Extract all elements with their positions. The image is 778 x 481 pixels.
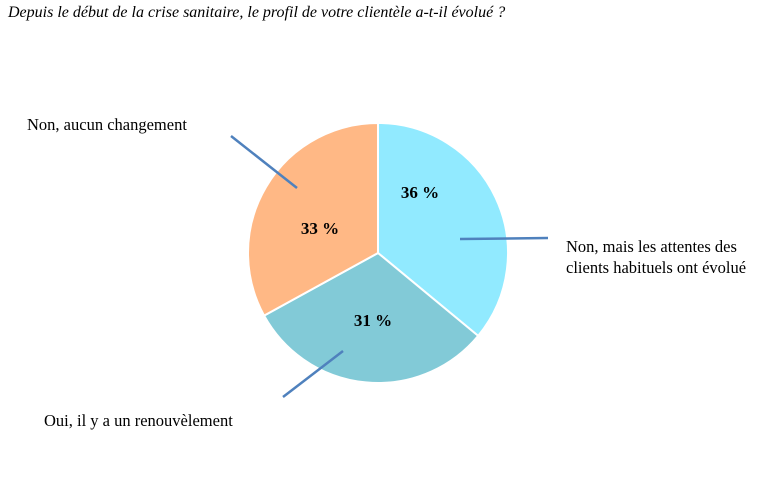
slice-label-aucun-changement: Non, aucun changement bbox=[27, 115, 187, 134]
chart-title: Depuis le début de la crise sanitaire, l… bbox=[8, 4, 506, 21]
slice-label-attentes: Non, mais les attentes des clients habit… bbox=[566, 237, 747, 277]
percent-labels: 36 % 31 % 33 % bbox=[301, 183, 439, 330]
percent-label-aucun-changement: 33 % bbox=[301, 219, 339, 238]
leader-line-renouvellement bbox=[282, 350, 344, 398]
pie-slice-aucun-changement bbox=[247, 121, 379, 317]
percent-label-renouvellement: 31 % bbox=[354, 311, 392, 330]
percent-label-attentes: 36 % bbox=[401, 183, 439, 202]
leader-line-attentes bbox=[459, 236, 549, 241]
leader-lines bbox=[230, 135, 549, 398]
pie-slices bbox=[247, 121, 509, 384]
pie-slice-attentes bbox=[377, 121, 509, 338]
pie-slice-renouvellement bbox=[262, 251, 480, 384]
leader-line-aucun-changement bbox=[230, 135, 298, 189]
slice-label-renouvellement: Oui, il y a un renouvèlement bbox=[44, 411, 233, 430]
